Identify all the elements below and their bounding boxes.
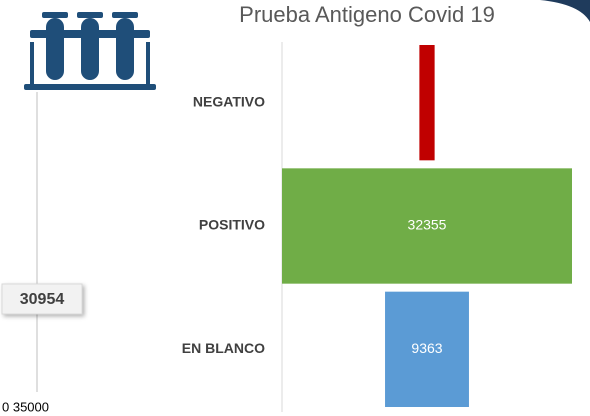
bar xyxy=(282,168,572,284)
callout: 30954 xyxy=(20,291,65,308)
corner-decoration xyxy=(540,0,590,22)
callout-box xyxy=(1,283,83,315)
category-label: EN BLANCO xyxy=(182,340,265,356)
category-label: POSITIVO xyxy=(199,217,265,233)
bar xyxy=(419,45,435,161)
value-label: 32355 xyxy=(408,217,447,233)
test-tube-icon xyxy=(24,12,156,90)
axis-text: 0 35000 xyxy=(2,399,49,414)
bar xyxy=(385,291,469,407)
category-label: NEGATIVO xyxy=(193,93,265,109)
chart-title: Prueba Antigeno Covid 19 xyxy=(239,2,495,27)
value-label: 9363 xyxy=(411,340,442,356)
